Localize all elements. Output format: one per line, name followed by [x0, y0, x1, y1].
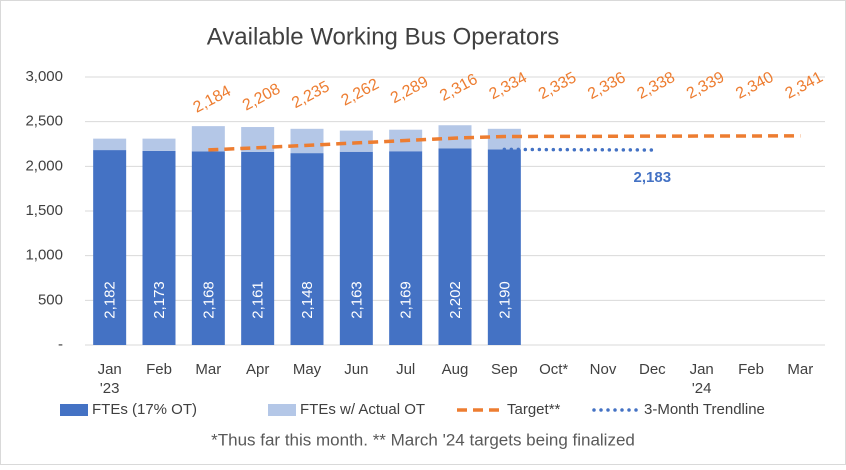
y-tick-label: -	[58, 336, 63, 353]
bar-segment	[93, 138, 127, 151]
legend-label: FTEs (17% OT)	[92, 401, 197, 418]
bar-segment	[93, 150, 127, 345]
x-tick-label: May	[293, 361, 322, 378]
x-tick-label: Apr	[246, 361, 269, 378]
bar-value-label: 2,168	[200, 281, 217, 319]
bar-segment	[339, 151, 373, 345]
x-tick-label: Jun	[344, 361, 368, 378]
x-tick-label: Mar	[787, 361, 813, 378]
x-tick-label: Nov	[590, 361, 617, 378]
trend-label: 2,183	[634, 169, 672, 186]
bar-value-label: 2,182	[102, 281, 119, 319]
bar-value-label: 2,169	[398, 281, 415, 319]
y-tick-label: 1,500	[25, 202, 63, 219]
bar-segment	[438, 148, 472, 345]
bar-segment	[142, 150, 176, 345]
y-tick-label: 500	[38, 291, 63, 308]
bar-segment	[191, 126, 225, 152]
bar-segment	[290, 153, 324, 345]
bar-segment	[290, 128, 324, 154]
x-tick-line: Jan	[98, 361, 122, 378]
x-tick-label: Sep	[491, 361, 518, 378]
x-tick-label: Jul	[396, 361, 415, 378]
x-tick-label: Feb	[146, 361, 172, 378]
legend-label: 3-Month Trendline	[644, 401, 765, 418]
legend-label: Target**	[507, 401, 561, 418]
x-tick-label: Oct*	[539, 361, 568, 378]
y-tick-label: 2,500	[25, 113, 63, 130]
x-tick-line: '23	[100, 380, 120, 397]
bar-segment	[191, 151, 225, 345]
y-tick-label: 3,000	[25, 68, 63, 85]
x-tick-label: Jan '23	[98, 361, 122, 397]
x-tick-line: Jan	[690, 361, 714, 378]
bar-value-label: 2,173	[151, 281, 168, 319]
y-tick-label: 2,000	[25, 157, 63, 174]
x-tick-line: '24	[692, 380, 712, 397]
legend-label: FTEs w/ Actual OT	[300, 401, 425, 418]
x-tick-label: Feb	[738, 361, 764, 378]
bar-segment	[487, 128, 521, 150]
bar-segment	[487, 149, 521, 345]
bar-value-label: 2,161	[250, 281, 267, 319]
legend-swatch	[60, 404, 88, 416]
x-tick-label: Jan '24	[690, 361, 714, 397]
bar-value-label: 2,163	[348, 281, 365, 319]
footnote: *Thus far this month. ** March '24 targe…	[211, 430, 635, 449]
bar-segment	[389, 151, 423, 345]
bar-segment	[241, 151, 275, 345]
x-tick-label: Dec	[639, 361, 666, 378]
legend-swatch	[268, 404, 296, 416]
bar-value-label: 2,202	[447, 281, 464, 319]
chart-title: Available Working Bus Operators	[207, 23, 560, 50]
x-tick-label: Aug	[442, 361, 469, 378]
bar-segment	[142, 138, 176, 151]
bar-value-label: 2,148	[299, 281, 316, 319]
line-series	[208, 134, 801, 152]
x-tick-label: Mar	[195, 361, 221, 378]
bar-value-label: 2,190	[496, 281, 513, 319]
y-tick-label: 1,000	[25, 247, 63, 264]
